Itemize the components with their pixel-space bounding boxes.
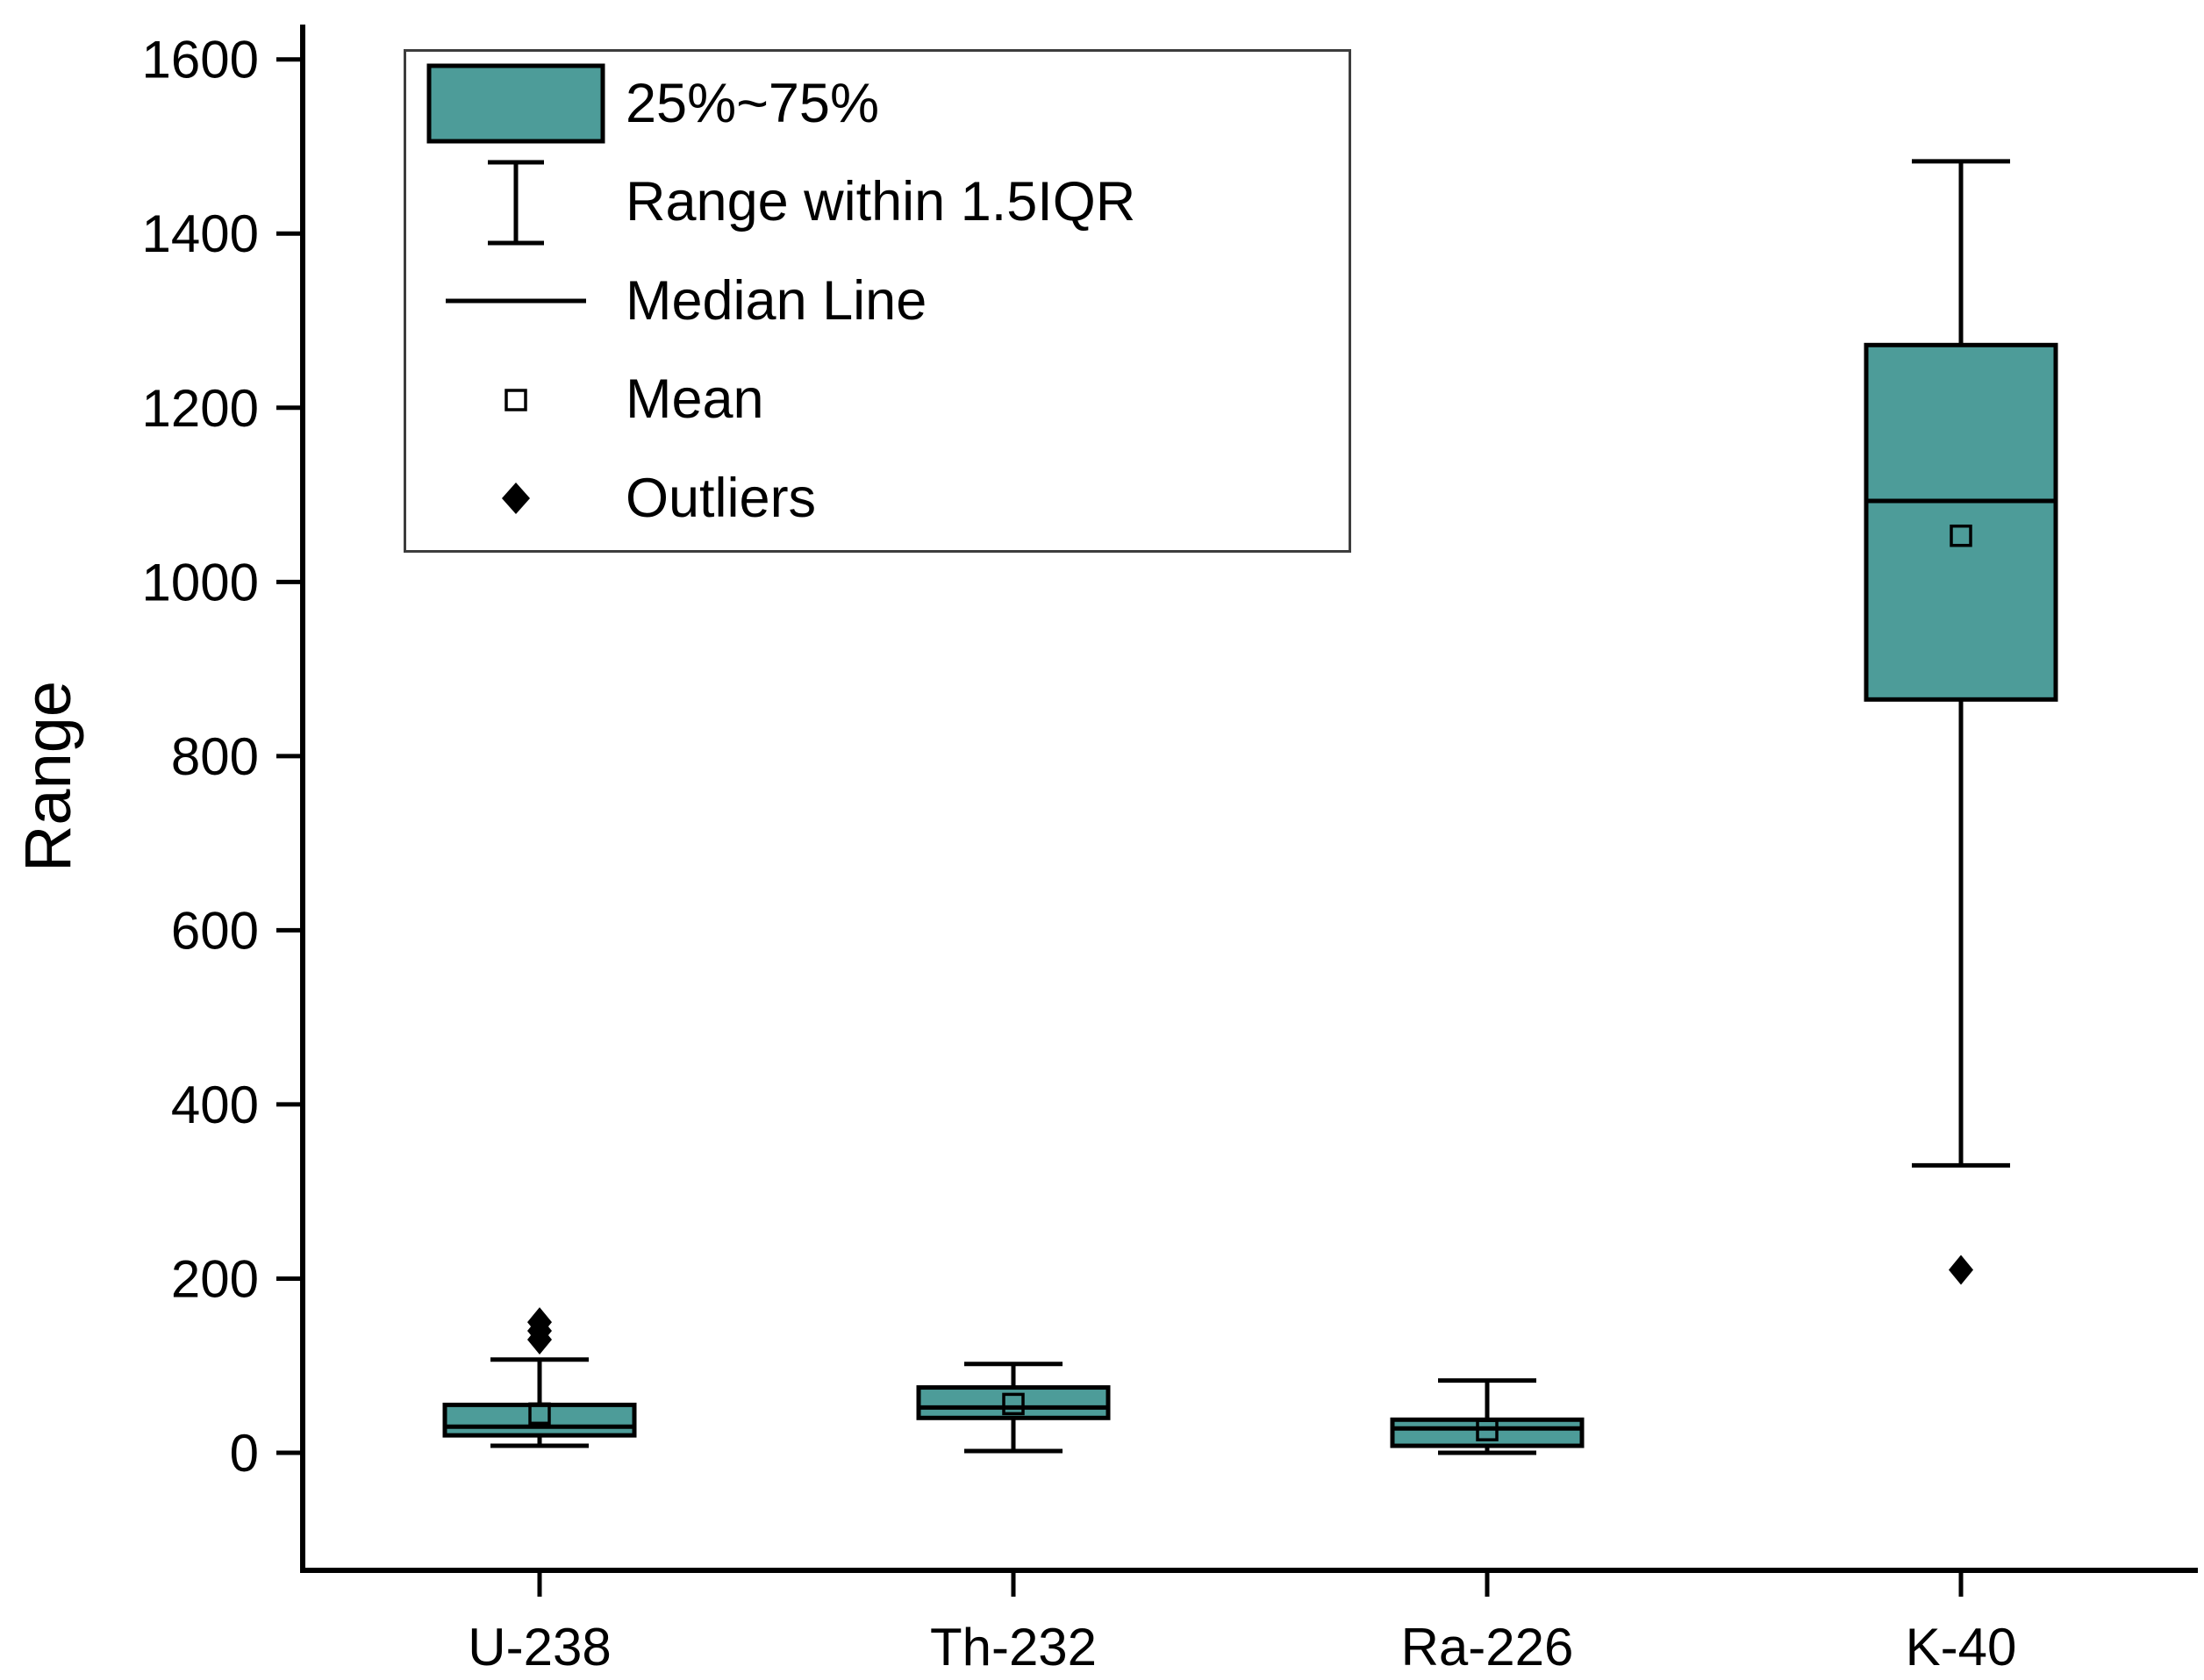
- legend-label-whisker-range: Range within 1.5IQR: [626, 171, 1136, 232]
- outlier-marker: [527, 1307, 552, 1338]
- y-tick-label: 0: [230, 1424, 259, 1483]
- outlier-marker-icon: [406, 478, 626, 518]
- y-tick-label: 600: [171, 901, 259, 960]
- x-category-label: K-40: [1906, 1618, 2017, 1676]
- y-tick-label: 1200: [142, 379, 259, 438]
- iqr-box-swatch-rect: [426, 63, 605, 144]
- y-tick-label: 800: [171, 727, 259, 786]
- iqr-box: [442, 1402, 637, 1438]
- mean-marker: [1002, 1392, 1025, 1416]
- legend-item-iqr-box: 25%~75%: [406, 55, 1349, 152]
- median-line-icon: [406, 296, 626, 306]
- y-tick-label: 1400: [142, 204, 259, 263]
- y-axis-title: Range: [11, 681, 84, 872]
- outlier-marker: [1949, 1255, 1973, 1285]
- mean-marker: [1950, 524, 1972, 547]
- y-tick-label: 200: [171, 1249, 259, 1308]
- legend-label-mean: Mean: [626, 368, 764, 430]
- iqr-box-swatch-icon: [406, 62, 626, 145]
- whisker-range-icon: [406, 156, 626, 249]
- x-category-label: Ra-226: [1401, 1618, 1574, 1676]
- x-category-label: Th-232: [930, 1618, 1097, 1676]
- iqr-box: [916, 1385, 1111, 1420]
- legend-label-median-line: Median Line: [626, 269, 927, 332]
- iqr-box: [1864, 342, 2058, 702]
- legend-item-whisker-range: Range within 1.5IQR: [406, 154, 1349, 251]
- legend-label-iqr: 25%~75%: [626, 72, 879, 134]
- y-tick-label: 1000: [142, 553, 259, 611]
- x-category-label: U-238: [468, 1618, 611, 1676]
- mean-marker: [528, 1402, 551, 1426]
- mean-marker: [1476, 1419, 1499, 1441]
- legend-label-outliers: Outliers: [626, 467, 817, 529]
- y-tick-label: 400: [171, 1076, 259, 1134]
- mean-marker-icon: [406, 386, 626, 414]
- y-tick-label: 1600: [142, 31, 259, 89]
- legend: 25%~75% Range within 1.5IQR Median Line: [404, 49, 1351, 553]
- legend-item-mean: Mean: [406, 352, 1349, 448]
- iqr-box: [1390, 1417, 1585, 1448]
- legend-item-median-line: Median Line: [406, 253, 1349, 349]
- legend-item-outliers: Outliers: [406, 450, 1349, 547]
